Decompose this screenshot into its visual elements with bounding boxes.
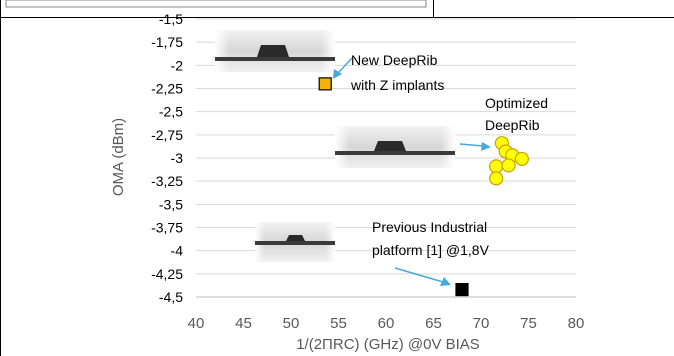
x-tick-label: 75 xyxy=(520,315,537,332)
y-tick-label: -4,5 xyxy=(159,289,183,305)
x-tick-labels: 40 45 50 55 60 65 70 75 80 xyxy=(188,315,585,332)
x-tick-label: 60 xyxy=(378,315,395,332)
y-axis-label: OMA (dBm) xyxy=(110,118,127,196)
annotation-new-deeprib-line1: New DeepRib xyxy=(351,52,438,68)
data-point-optimized-deeprib xyxy=(489,159,504,174)
annotation-optimized-line1: Optimized xyxy=(485,95,548,111)
x-tick-label: 40 xyxy=(188,315,205,332)
y-tick-label: -1,75 xyxy=(151,34,183,50)
y-tick-label: -2 xyxy=(171,57,184,73)
annotation-previous-line1: Previous Industrial xyxy=(372,219,487,235)
annotation-arrow xyxy=(459,142,491,151)
y-tick-label: -3,5 xyxy=(159,196,183,212)
y-tick-label: -3,75 xyxy=(151,220,183,236)
y-tick-label: -3 xyxy=(171,150,184,166)
x-tick-label: 55 xyxy=(330,315,347,332)
waveguide-cross-section xyxy=(215,30,335,72)
x-axis-label: 1/(2ΠRC) (GHz) @0V BIAS xyxy=(296,336,480,353)
waveguide-cross-section xyxy=(255,222,335,262)
data-markers xyxy=(318,77,529,297)
plot-area: New DeepRib with Z implants Optimized De… xyxy=(110,11,584,353)
data-point-optimized-deeprib xyxy=(489,171,504,186)
waveguide-cross-section xyxy=(335,126,455,168)
x-tick-label: 65 xyxy=(425,315,442,332)
data-point-previous-platform xyxy=(455,282,469,297)
y-tick-label: -1,5 xyxy=(159,11,183,27)
y-tick-label: -2,75 xyxy=(151,127,183,143)
x-tick-label: 45 xyxy=(235,315,252,332)
y-tick-label: -3,25 xyxy=(151,173,183,189)
annotation-arrow xyxy=(333,57,353,79)
data-point-optimized-deeprib xyxy=(514,151,529,167)
data-point-new-deeprib xyxy=(318,77,332,91)
data-point-optimized-deeprib xyxy=(501,158,516,173)
y-tick-label: -4 xyxy=(171,243,184,259)
annotation-optimized-line2: DeepRib xyxy=(485,117,540,133)
y-tick-label: -2,5 xyxy=(159,104,183,120)
x-tick-label: 70 xyxy=(473,315,490,332)
annotation-new-deeprib-line2: with Z implants xyxy=(350,77,444,93)
annotation-arrow xyxy=(394,267,451,286)
annotation-previous-line2: platform [1] @1,8V xyxy=(372,242,490,258)
x-tick-label: 80 xyxy=(568,315,585,332)
y-tick-label: -4,25 xyxy=(151,266,183,282)
y-tick-labels: -1,5 -1,75 -2 -2,25 -2,5 -2,75 -3 -3,25 -3,5 -3,7… xyxy=(151,11,183,305)
y-tick-label: -2,25 xyxy=(151,81,183,97)
x-tick-label: 50 xyxy=(283,315,300,332)
